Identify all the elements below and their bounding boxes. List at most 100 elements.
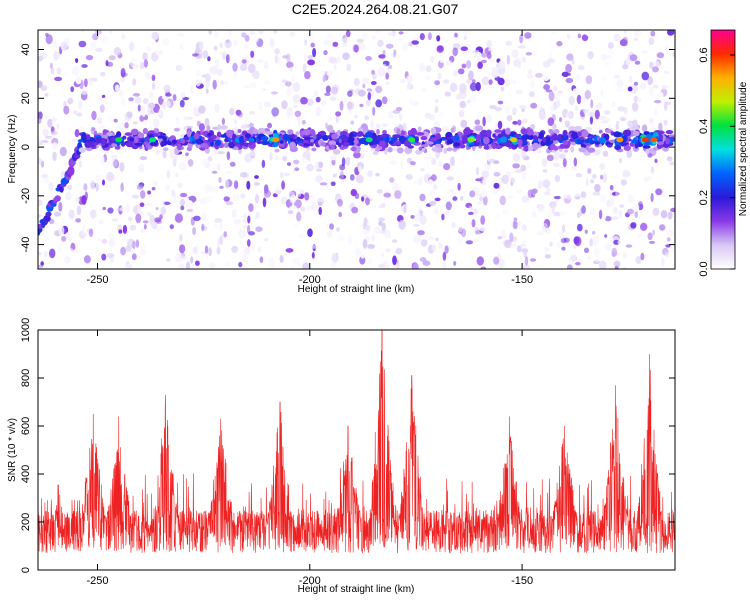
y-tick-label: -40 <box>20 237 32 253</box>
spectrogram-cell <box>89 41 97 50</box>
spectrogram-cell <box>261 88 267 92</box>
spectrogram-cell <box>475 178 482 182</box>
spectrogram-cell <box>552 85 558 91</box>
spectrogram-cell <box>43 251 48 258</box>
spectrogram-cell <box>274 148 280 153</box>
spectrogram-cell <box>162 150 167 159</box>
spectrogram-cell <box>550 143 556 150</box>
spectrogram-cell <box>81 225 86 236</box>
spectrogram-cell <box>205 73 211 82</box>
spectrogram-cell <box>151 31 159 40</box>
spectrogram-cell <box>356 38 364 43</box>
spectrogram-cell <box>523 249 527 259</box>
spectrogram-cell <box>494 144 503 149</box>
spectrogram-cell <box>581 130 589 138</box>
spectrogram-cell <box>587 51 594 60</box>
spectrogram-cell <box>457 182 461 191</box>
spectrogram-cell <box>185 261 191 269</box>
spectrogram-cell <box>589 111 595 118</box>
spectrogram-ylabel: Frequency (Hz) <box>7 115 18 184</box>
spectrogram-cell <box>367 92 372 101</box>
spectrogram-cell <box>524 32 532 39</box>
spectrogram-cell <box>137 132 145 139</box>
spectrogram-cell <box>298 142 304 147</box>
spectrogram-cell <box>368 141 374 146</box>
spectrogram-cell <box>398 113 403 121</box>
spectrogram-cell <box>519 105 523 109</box>
spectrogram-cell <box>559 117 563 123</box>
spectrogram-cell <box>52 142 58 151</box>
spectrogram-cell <box>601 75 605 83</box>
spectrogram-cell <box>547 117 555 127</box>
spectrogram-cell <box>360 254 365 259</box>
spectrogram-cell <box>415 149 423 155</box>
spectrogram-cell <box>604 60 610 67</box>
spectrogram-cell <box>496 213 501 219</box>
spectrogram-cell <box>291 264 295 269</box>
spectrogram-cell <box>255 211 260 219</box>
spectrogram-cell <box>453 261 457 266</box>
spectrogram-cell <box>489 104 497 110</box>
spectrogram-cell <box>365 224 371 232</box>
x-tick-label: -250 <box>86 575 108 587</box>
spectrogram-cell <box>178 262 185 269</box>
spectrogram-cell <box>446 139 453 145</box>
spectrogram-cell <box>64 255 71 264</box>
spectrogram-cell <box>396 128 401 135</box>
spectrogram-cell <box>74 129 80 138</box>
spectrogram-cell <box>139 61 145 70</box>
spectrogram-cell <box>337 234 345 242</box>
spectrogram-cell <box>41 173 48 179</box>
spectrogram-cell <box>594 183 601 193</box>
spectrogram-cell <box>297 233 306 239</box>
spectrogram-cell <box>542 137 547 143</box>
spectrogram-cell <box>121 97 126 107</box>
spectrogram-cell <box>609 197 615 206</box>
y-tick-label: 800 <box>20 369 32 387</box>
spectrogram-cell <box>125 239 129 243</box>
spectrogram-cell <box>171 189 176 197</box>
spectrogram-cell <box>195 260 200 266</box>
spectrogram-cell <box>568 126 577 132</box>
spectrogram-cell <box>652 207 660 216</box>
spectrogram-cell <box>269 38 275 48</box>
spectrogram-cell <box>578 147 584 152</box>
spectrogram-cell <box>186 146 192 151</box>
spectrogram-cell <box>565 63 572 73</box>
spectrogram-cell <box>616 86 624 93</box>
spectrogram-cell <box>542 75 550 82</box>
spectrogram-cell <box>553 92 561 100</box>
spectrogram-cell <box>438 160 443 168</box>
spectrogram-cell <box>173 127 180 132</box>
spectrogram-cell <box>372 151 379 155</box>
spectrogram-cell <box>208 261 216 269</box>
spectrogram-peak <box>510 137 518 143</box>
spectrogram-cell <box>237 129 242 133</box>
spectrogram-cell <box>372 106 376 116</box>
spectrogram-cell <box>486 152 492 161</box>
spectrogram-cell <box>440 59 444 63</box>
spectrogram-cell <box>331 133 338 140</box>
spectrogram-cell <box>214 103 220 113</box>
spectrogram-cell <box>151 82 156 90</box>
spectrogram-cell <box>424 112 432 119</box>
spectrogram-cell <box>613 131 621 138</box>
spectrogram-cell <box>185 196 190 206</box>
spectrogram-cell <box>81 64 88 68</box>
spectrogram-cell <box>68 236 72 242</box>
spectrogram-cell <box>242 218 248 224</box>
spectrogram-cell <box>412 100 419 107</box>
spectrogram-cell <box>508 93 512 98</box>
spectrogram-cell <box>218 176 222 183</box>
spectrogram-cell <box>570 146 575 153</box>
colorbar-tick-label: 0.6 <box>698 47 710 62</box>
spectrogram-cell <box>381 252 385 257</box>
spectrogram-cell <box>137 104 141 112</box>
spectrogram-cell <box>436 35 441 42</box>
spectrogram-cell <box>350 146 357 152</box>
spectrogram-cell <box>249 31 256 35</box>
spectrogram-cell <box>587 168 592 174</box>
spectrogram-cell <box>172 158 177 167</box>
spectrogram-cell <box>231 209 237 218</box>
spectrogram-cell <box>141 107 146 118</box>
